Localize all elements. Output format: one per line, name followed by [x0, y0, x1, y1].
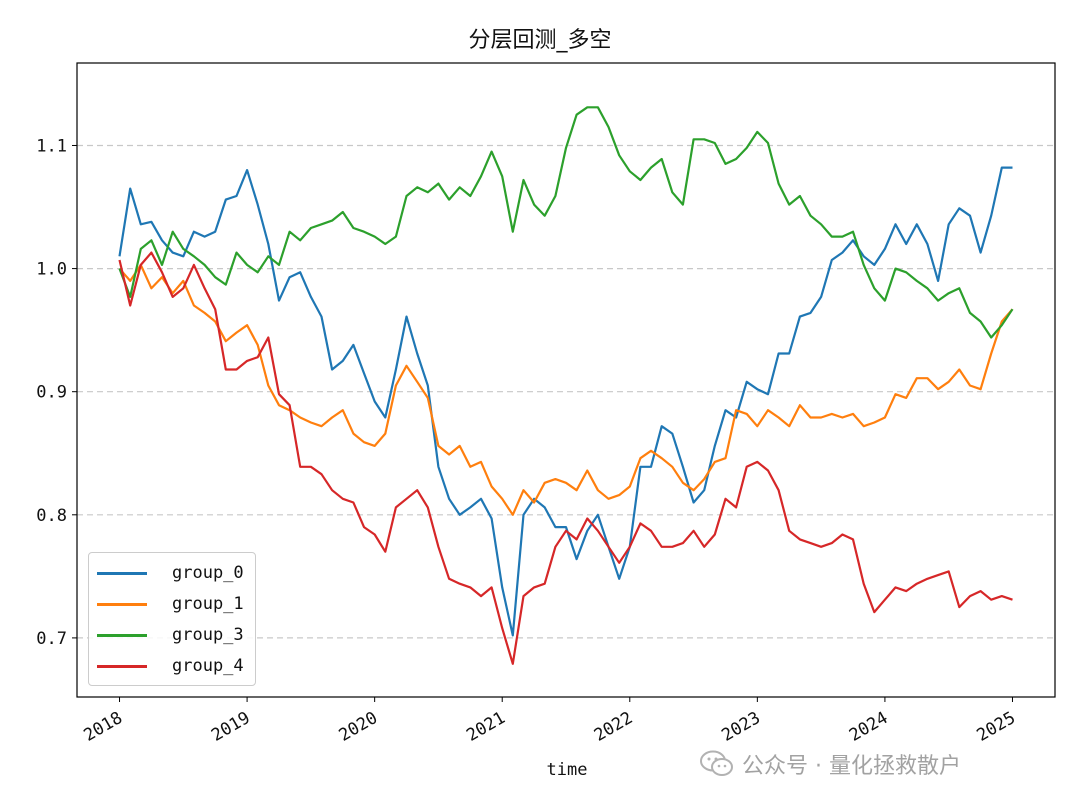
legend-swatch: [97, 664, 147, 668]
legend-item-group-4: group_4: [97, 656, 244, 676]
legend-swatch: [97, 602, 147, 606]
x-tick-label: 2019: [208, 708, 253, 746]
legend-item-group-1: group_1: [97, 594, 244, 614]
legend-label: group_1: [172, 594, 244, 614]
x-tick-label: 2018: [81, 708, 126, 746]
legend: group_0 group_1 group_3 group_4: [88, 552, 256, 686]
series-line-group-3: [118, 106, 1014, 339]
legend-swatch: [97, 633, 147, 637]
y-tick-label: 0.9: [36, 383, 67, 403]
x-axis-label: time: [546, 760, 588, 780]
x-tick-label: 2021: [463, 708, 508, 746]
legend-item-group-3: group_3: [97, 625, 244, 645]
y-tick-label: 1.0: [36, 260, 67, 280]
series-lines: [118, 106, 1014, 665]
series-line-group-0: [118, 166, 1013, 637]
plot-frame: [76, 62, 1056, 698]
legend-label: group_4: [172, 656, 244, 676]
watermark-text: 公众号 · 量化拯救散户: [742, 754, 961, 779]
y-tick-label: 0.8: [36, 506, 67, 526]
legend-label: group_0: [172, 563, 244, 583]
chart-title: 分层回测_多空: [468, 28, 612, 53]
x-axis: 2018 2019 2020 2021 2022 2023 2024 2025: [81, 697, 1019, 746]
legend-swatch: [97, 571, 147, 575]
x-tick-label: 2022: [591, 708, 636, 746]
legend-label: group_3: [172, 625, 244, 645]
y-tick-label: 1.1: [36, 136, 67, 156]
legend-item-group-0: group_0: [97, 563, 244, 583]
watermark: 公众号 · 量化拯救散户: [700, 748, 961, 780]
x-tick-label: 2020: [336, 708, 381, 746]
y-tick-label: 0.7: [36, 629, 67, 649]
series-line-group-1: [118, 263, 1014, 516]
series-line-group-4: [118, 251, 1013, 665]
x-tick-label: 2024: [846, 708, 891, 746]
wechat-icon: [700, 750, 733, 776]
x-tick-label: 2023: [718, 708, 763, 746]
y-axis: 0.7 0.8 0.9 1.0 1.1: [36, 136, 77, 649]
x-tick-label: 2025: [974, 708, 1019, 746]
